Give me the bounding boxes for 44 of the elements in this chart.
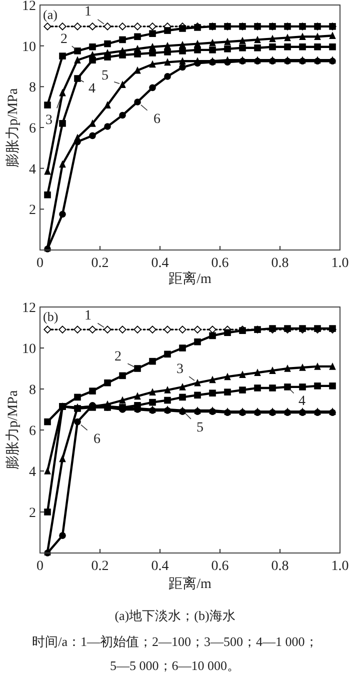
y-tick-label: 2 <box>29 203 36 218</box>
y-tick-label: 12 <box>22 0 36 14</box>
y-tick-label: 12 <box>22 301 36 316</box>
series-label: 4 <box>298 394 306 409</box>
series-label: 5 <box>196 420 204 436</box>
x-axis-title: 距离/m <box>168 576 212 592</box>
x-tick-label: 0.4 <box>151 256 169 271</box>
y-tick-label: 4 <box>29 162 36 178</box>
x-tick-label: 0.8 <box>271 559 289 574</box>
x-tick-label: 0.2 <box>91 256 109 271</box>
series-label: 6 <box>94 432 100 447</box>
y-tick-label: 10 <box>22 40 36 55</box>
text: 时间/a：1—初始值；2—100；3—500；4—1 000；5—5 000；6—10 000。 <box>31 633 319 673</box>
y-axis-title: 膨胀力p/MPa <box>4 88 22 168</box>
x-tick-label: 1.0 <box>331 256 349 271</box>
text: (a)地下淡水；(b)海水 <box>114 607 236 625</box>
x-tick-label: 0.4 <box>151 559 169 574</box>
y-tick-label: 6 <box>29 122 36 136</box>
annotation: (a) <box>43 7 58 22</box>
y-tick-label: 4 <box>29 465 36 480</box>
series-label: 3 <box>46 112 52 128</box>
y-tick-label: 8 <box>29 80 36 96</box>
series-label: 5 <box>102 68 108 84</box>
x-tick-label: 0.2 <box>91 559 109 574</box>
series-label: 1 <box>84 4 92 20</box>
series-label: 4 <box>88 82 96 96</box>
y-axis-title: 膨胀力p/MPa <box>4 390 22 470</box>
series-label: 3 <box>176 362 184 377</box>
series-label: 2 <box>114 350 122 364</box>
y-tick-label: 10 <box>22 342 36 357</box>
annotation: (b) <box>43 309 58 324</box>
x-tick-label: 0 <box>36 256 44 271</box>
y-tick-label: 6 <box>29 424 36 439</box>
y-tick-label: 2 <box>29 506 36 521</box>
y-tick-label: 8 <box>29 383 36 398</box>
series-label: 6 <box>154 112 160 127</box>
x-tick-label: 0.6 <box>211 559 229 574</box>
x-tick-label: 0 <box>36 559 44 574</box>
x-axis-title: 距离/m <box>168 271 212 287</box>
x-tick-label: 0.8 <box>271 256 289 271</box>
series-label: 2 <box>60 32 68 47</box>
series-label: 1 <box>84 308 92 324</box>
x-tick-label: 0.6 <box>211 256 229 271</box>
x-tick-label: 1.0 <box>331 559 349 574</box>
